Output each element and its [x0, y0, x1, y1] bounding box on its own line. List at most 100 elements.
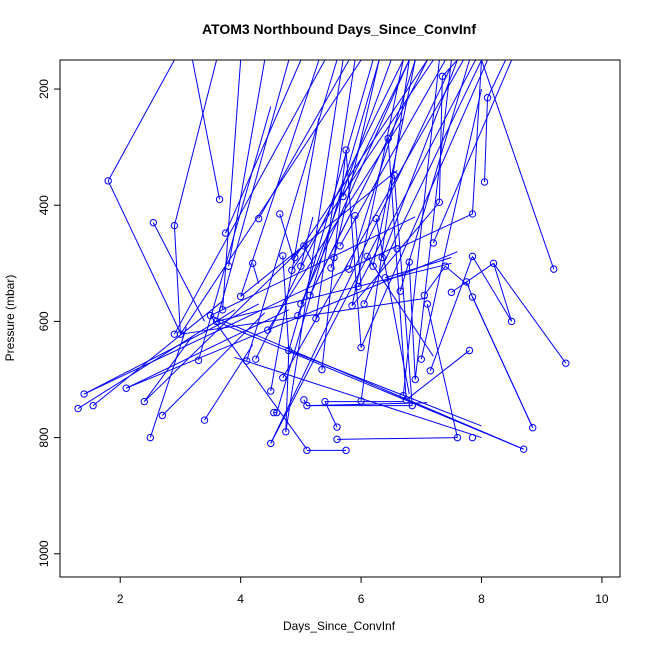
data-point — [221, 229, 230, 237]
data-point — [276, 210, 284, 218]
series-line-segment — [285, 350, 290, 432]
data-point — [336, 242, 344, 250]
data-point — [354, 282, 362, 291]
data-point — [242, 357, 251, 365]
series-line-segment — [363, 60, 482, 305]
data-point — [417, 355, 425, 363]
data-point — [264, 326, 272, 334]
series-line-segment — [429, 256, 473, 371]
data-point — [300, 396, 308, 404]
data-point — [483, 94, 492, 102]
data-point — [297, 300, 305, 308]
x-tick-label: 4 — [237, 592, 244, 606]
series-line-segment — [402, 60, 440, 396]
series-line-segment — [297, 60, 392, 316]
data-point — [318, 365, 326, 374]
data-point — [303, 446, 311, 455]
data-point — [104, 177, 112, 185]
series-line-segment — [126, 309, 290, 389]
series-line-segment — [487, 60, 507, 98]
data-point — [369, 262, 377, 270]
data-point — [330, 253, 338, 262]
series-line-segment — [387, 138, 407, 400]
data-point — [381, 274, 389, 282]
line-segments — [77, 60, 567, 451]
series-line-segment — [149, 327, 187, 438]
data-point — [348, 302, 356, 310]
series-line-segment — [324, 401, 338, 428]
data-point — [396, 287, 404, 295]
series-line-segment — [426, 303, 458, 438]
series-line-segment — [339, 60, 446, 247]
data-point — [267, 439, 275, 448]
series-line-segment — [300, 60, 410, 305]
series-line-segment — [225, 60, 302, 234]
data-point — [351, 211, 359, 220]
series-line-segment — [300, 216, 314, 267]
series-line-segment — [288, 349, 482, 427]
series-line-segment — [381, 60, 458, 258]
series-line-segment — [152, 222, 205, 322]
data-point — [390, 171, 398, 179]
data-point — [528, 424, 537, 432]
data-point — [248, 259, 257, 268]
data-point — [74, 404, 82, 413]
data-point — [468, 252, 477, 261]
data-point — [363, 252, 371, 261]
series-line-segment — [107, 60, 175, 182]
data-point — [200, 416, 209, 424]
data-point — [378, 253, 386, 262]
series-line-segment — [333, 60, 380, 258]
data-point — [279, 374, 287, 382]
y-tick-label: 1000 — [37, 540, 51, 567]
data-point — [312, 314, 320, 323]
series-line-segment — [282, 255, 290, 351]
x-tick-label: 8 — [478, 592, 485, 606]
data-point — [342, 446, 350, 455]
series-line-segment — [321, 149, 347, 370]
data-point — [285, 346, 293, 355]
data-point — [212, 317, 221, 326]
data-point — [218, 306, 227, 314]
data-point — [215, 195, 224, 204]
data-point — [393, 245, 401, 253]
data-point — [297, 262, 305, 270]
data-point — [89, 401, 97, 410]
series-line-segment — [180, 297, 428, 335]
data-point — [288, 266, 296, 274]
data-point — [236, 292, 245, 301]
data-point — [408, 401, 416, 410]
data-point — [360, 300, 368, 308]
data-point — [255, 214, 263, 223]
y-tick-label: 600 — [37, 311, 51, 331]
y-axis-label: Pressure (mbar) — [3, 275, 17, 362]
data-point — [303, 401, 311, 410]
series-line-segment — [285, 60, 344, 432]
data-point — [402, 396, 410, 404]
data-point — [429, 239, 438, 247]
plot-frame — [59, 59, 621, 578]
data-point — [562, 359, 570, 367]
series-line-segment — [445, 265, 470, 287]
data-point — [282, 428, 290, 436]
data-point — [550, 265, 558, 273]
series-line-segment — [173, 60, 326, 335]
data-point — [122, 384, 130, 392]
series-line-segment — [351, 60, 404, 306]
series-line-segment — [240, 60, 320, 297]
data-point — [194, 356, 203, 365]
series-line-segment — [173, 225, 181, 335]
series-line-segment — [481, 60, 555, 270]
data-point — [339, 192, 347, 201]
series-line-segment — [107, 180, 181, 334]
data-point — [357, 343, 365, 352]
data-point — [170, 221, 179, 230]
data-point — [321, 397, 329, 406]
data-point — [327, 264, 335, 272]
series-line-segment — [432, 60, 513, 244]
series-line-segment — [258, 60, 350, 219]
series-line-segment — [345, 150, 362, 348]
chart-title: ATOM3 Northbound Days_Since_ConvInf — [202, 21, 476, 37]
series-line-segment — [162, 312, 266, 416]
x-tick-label: 6 — [358, 592, 365, 606]
